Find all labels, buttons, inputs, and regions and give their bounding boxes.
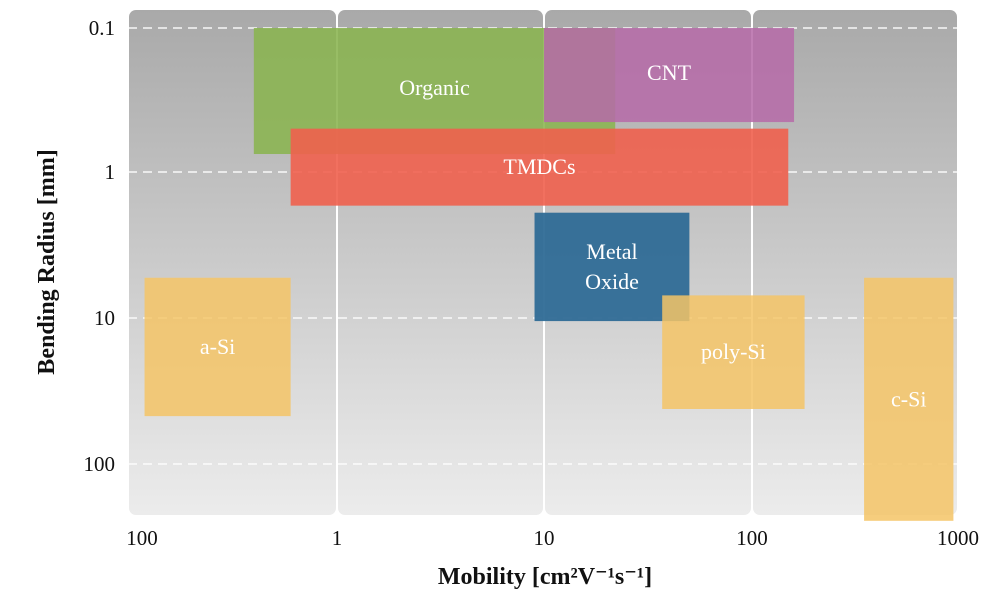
region-label-organic: Organic <box>399 75 470 100</box>
y-tick-label: 1 <box>105 160 116 184</box>
region-c-si <box>864 277 954 521</box>
x-tick-label: 100 <box>736 526 768 550</box>
y-tick-label: 100 <box>84 452 116 476</box>
y-axis-title: Bending Radius [mm] <box>34 149 60 374</box>
x-tick-label: 10 <box>534 526 555 550</box>
region-label-cnt: CNT <box>647 60 692 85</box>
region-label-metal-oxide: Metal Oxide <box>585 239 639 294</box>
x-tick-label: 1 <box>332 526 343 550</box>
region-label-a-si: a-Si <box>200 334 235 359</box>
region-label-c-si: c-Si <box>891 386 926 411</box>
x-axis: 100 1 10 100 1000 <box>126 526 979 550</box>
region-poly-si <box>662 295 805 409</box>
x-tick-label: 100 <box>126 526 158 550</box>
regions: Organic CNT TMDCs Metal Oxide poly-Si a-Si c-Si <box>144 28 954 521</box>
y-axis: 0.1 1 10 100 <box>84 16 116 476</box>
x-tick-label: 1000 <box>937 526 979 550</box>
region-label-tmdcs: TMDCs <box>503 154 575 179</box>
region-label-poly-si: poly-Si <box>701 339 766 364</box>
region-a-si <box>144 277 291 417</box>
y-tick-label: 10 <box>94 306 115 330</box>
y-tick-label: 0.1 <box>89 16 115 40</box>
region-cnt <box>544 28 795 123</box>
x-axis-title: Mobility [cm²V⁻¹s⁻¹] <box>438 564 652 590</box>
region-tmdcs <box>290 128 789 206</box>
